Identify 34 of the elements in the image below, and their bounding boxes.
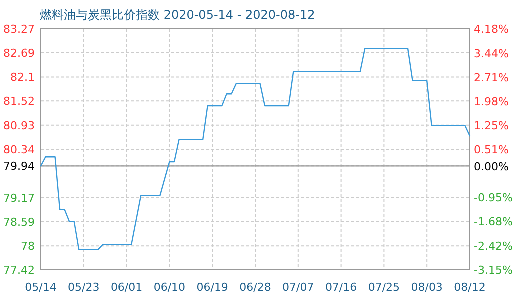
y2tick: 1.98%	[474, 95, 509, 108]
xtick: 07/16	[325, 281, 358, 294]
ytick: 81.52	[4, 95, 35, 108]
ytick: 82.69	[4, 46, 35, 60]
ytick: 79.17	[4, 192, 35, 205]
title: 燃料油与炭黑比价指数 2020-05-14 - 2020-08-12	[40, 8, 316, 22]
xtick: 07/25	[368, 281, 400, 294]
ytick: 83.27	[4, 23, 35, 36]
y2tick: -0.95%	[474, 192, 513, 205]
ytick: 78	[21, 240, 35, 254]
xtick: 06/10	[154, 281, 186, 294]
y2tick: 2.71%	[474, 71, 509, 84]
xtick: 06/28	[240, 281, 272, 294]
ytick: 78.59	[4, 216, 35, 229]
xtick: 05/14	[25, 281, 57, 294]
xtick: 07/07	[282, 281, 314, 294]
y2tick: 1.25%	[474, 119, 509, 132]
ytick: 80.93	[4, 119, 35, 132]
y2tick: -3.15%	[474, 264, 513, 277]
ytick: 77.42	[4, 264, 35, 277]
xtick: 06/01	[110, 281, 143, 294]
xtick: 06/19	[196, 281, 228, 294]
y2tick: 3.44%	[474, 47, 509, 60]
y2tick: -2.42%	[474, 240, 513, 253]
xtick: 05/23	[68, 281, 100, 294]
y2tick: 0.00%	[474, 160, 509, 174]
xtick: 08/12	[454, 281, 486, 294]
ytick: 79.94	[4, 160, 35, 174]
y2tick: -1.68%	[474, 216, 513, 229]
ytick: 82.1	[10, 71, 35, 84]
ytick: 80.34	[4, 144, 35, 157]
y2tick: 4.18%	[474, 23, 509, 36]
y2tick: 0.51%	[474, 144, 509, 157]
xtick: 08/03	[411, 281, 443, 294]
